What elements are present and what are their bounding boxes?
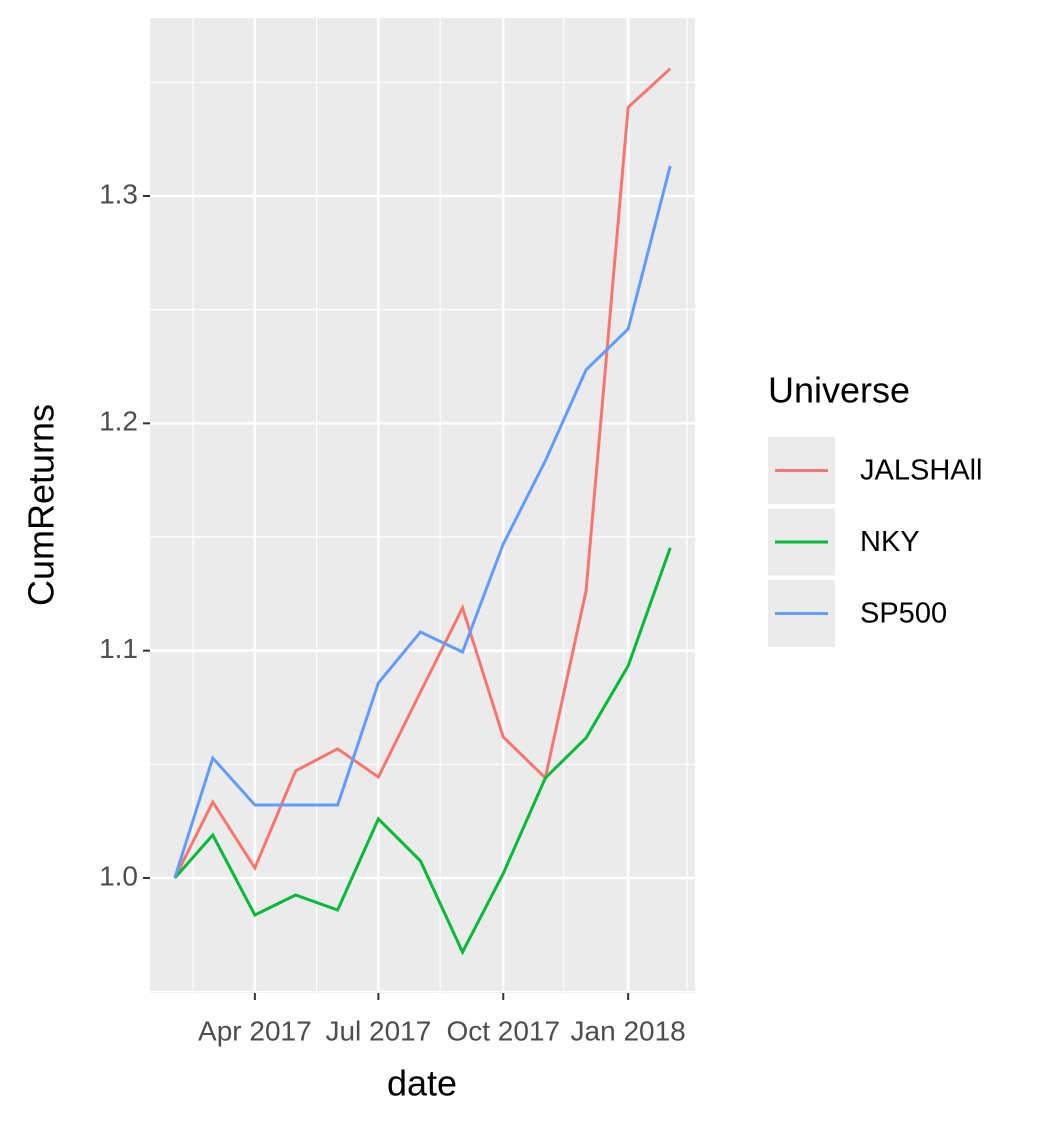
legend-label: JALSHAll: [860, 455, 983, 487]
x-tick-label: Oct 2017: [446, 1015, 560, 1046]
x-tick-label: Jul 2017: [325, 1015, 431, 1046]
x-tick-label: Jan 2018: [571, 1015, 686, 1046]
legend-title: Universe: [768, 370, 910, 411]
y-tick-label: 1.1: [99, 633, 138, 664]
panel: [150, 18, 695, 993]
legend-label: NKY: [860, 526, 920, 558]
y-tick-label: 1.2: [99, 406, 138, 437]
y-tick-label: 1.3: [99, 178, 138, 209]
x-axis-title: date: [387, 1063, 457, 1104]
line: [173, 547, 672, 956]
y-axis-title: CumReturns: [21, 404, 62, 606]
x-tick-label: Apr 2017: [198, 1015, 312, 1046]
y-tick-label: 1.0: [99, 860, 138, 891]
line: [173, 67, 672, 879]
legend-label: SP500: [860, 598, 947, 630]
line: [173, 165, 672, 879]
